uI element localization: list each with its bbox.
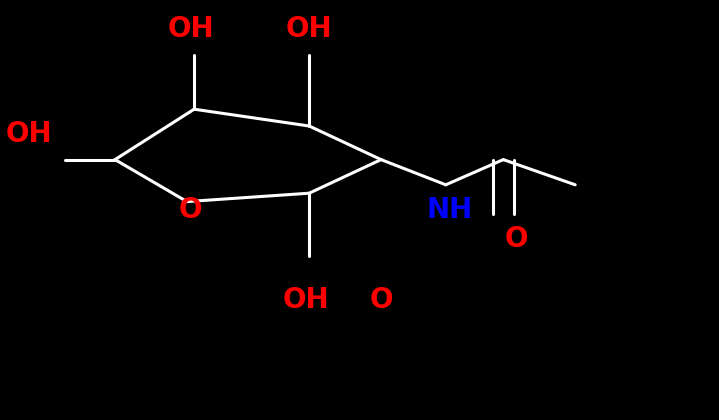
Text: OH: OH bbox=[6, 121, 52, 148]
Text: O: O bbox=[370, 286, 393, 314]
Text: O: O bbox=[179, 196, 202, 224]
Text: O: O bbox=[505, 226, 528, 253]
Text: OH: OH bbox=[168, 16, 214, 43]
Text: NH: NH bbox=[426, 196, 472, 224]
Text: OH: OH bbox=[283, 286, 329, 314]
Text: OH: OH bbox=[286, 16, 332, 43]
